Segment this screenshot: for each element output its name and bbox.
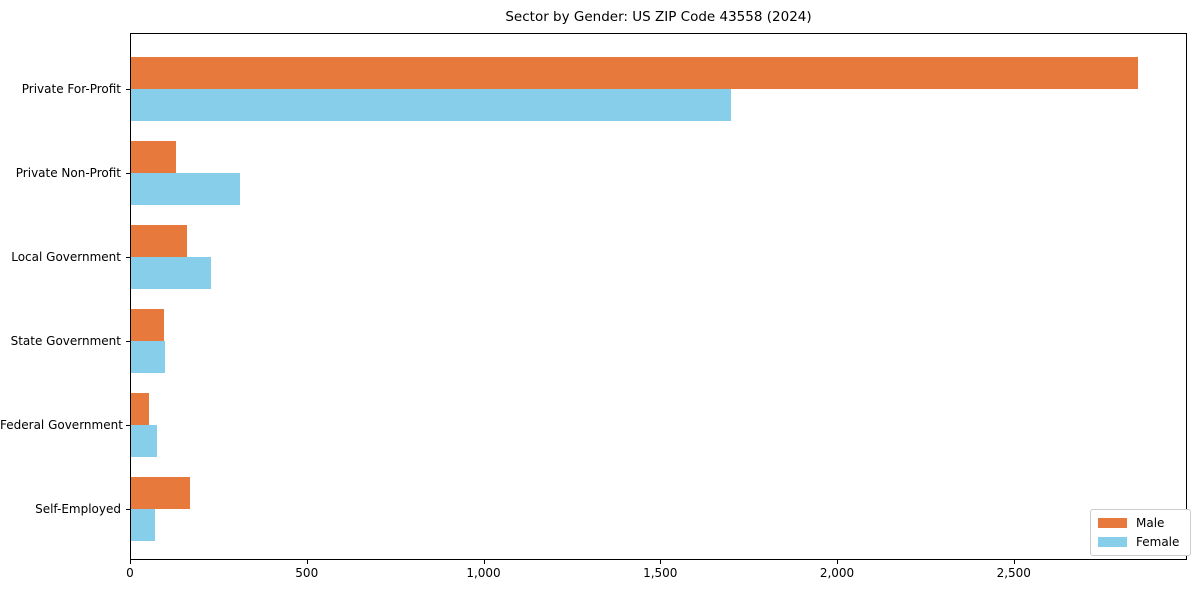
x-tick-label: 1,000 — [466, 566, 501, 580]
bar-male-state-government — [131, 309, 164, 341]
x-tick — [306, 560, 308, 564]
legend-swatch-female — [1098, 537, 1127, 547]
y-tick — [126, 89, 130, 90]
bar-female-private-for-profit — [131, 89, 731, 121]
bar-female-self-employed — [131, 509, 155, 541]
bar-male-private-non-profit — [131, 141, 176, 173]
bar-female-private-non-profit — [131, 173, 240, 205]
x-tick — [1013, 560, 1015, 564]
bar-female-local-government — [131, 257, 212, 289]
legend-item-female: Female — [1098, 535, 1179, 549]
y-tick — [126, 341, 130, 342]
y-tick — [126, 257, 130, 258]
x-tick — [660, 560, 662, 564]
bar-male-self-employed — [131, 477, 191, 509]
legend-swatch-male — [1098, 518, 1127, 528]
y-tick — [126, 509, 130, 510]
x-tick-label: 1,500 — [643, 566, 678, 580]
y-axis-label-private-for-profit: Private For-Profit — [21, 82, 121, 96]
bar-male-private-for-profit — [131, 57, 1138, 89]
x-tick — [837, 560, 839, 564]
y-tick — [126, 173, 130, 174]
legend-item-male: Male — [1098, 516, 1179, 530]
chart-title: Sector by Gender: US ZIP Code 43558 (202… — [505, 9, 812, 25]
bar-female-state-government — [131, 341, 166, 373]
y-axis-label-self-employed: Self-Employed — [35, 502, 121, 516]
legend-label-male: Male — [1136, 516, 1165, 530]
x-tick — [130, 560, 131, 564]
y-axis-label-federal-government: Federal Government — [0, 418, 123, 432]
x-tick-label: 2,500 — [996, 566, 1031, 580]
bar-male-federal-government — [131, 393, 150, 425]
y-axis-label-local-government: Local Government — [11, 250, 121, 264]
bar-female-federal-government — [131, 425, 157, 457]
x-tick — [483, 560, 485, 564]
legend-label-female: Female — [1136, 535, 1180, 549]
y-axis-label-private-non-profit: Private Non-Profit — [15, 166, 121, 180]
bar-male-local-government — [131, 225, 187, 257]
x-tick-label: 0 — [126, 566, 134, 580]
x-tick-label: 2,000 — [819, 566, 855, 580]
y-axis-label-state-government: State Government — [10, 334, 121, 348]
x-tick-label: 500 — [295, 566, 319, 580]
legend: Male Female — [1090, 509, 1192, 556]
y-tick — [126, 425, 130, 426]
